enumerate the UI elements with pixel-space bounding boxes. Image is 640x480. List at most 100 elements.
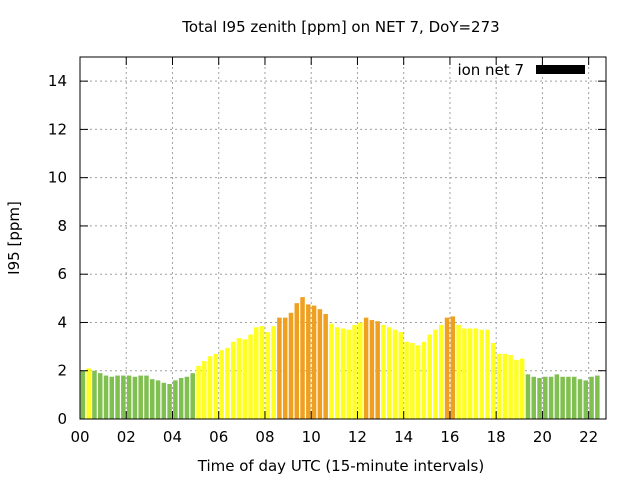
bar — [508, 355, 513, 419]
bar — [479, 329, 484, 419]
bar — [294, 303, 300, 419]
chart-title: Total I95 zenith [ppm] on NET 7, DoY=273 — [181, 18, 499, 36]
bar — [97, 373, 103, 419]
bar — [202, 361, 207, 419]
bar — [421, 341, 427, 419]
bar — [109, 376, 115, 419]
x-tick-label: 22 — [579, 428, 598, 446]
bar — [502, 353, 508, 419]
bar — [566, 376, 571, 419]
bar — [150, 379, 155, 419]
bar — [537, 377, 542, 419]
bar — [450, 316, 456, 419]
bar — [334, 327, 340, 419]
bar — [300, 297, 305, 419]
bar — [103, 375, 109, 419]
bar — [462, 328, 467, 419]
bar — [144, 375, 149, 419]
bar — [525, 374, 531, 419]
x-tick-label: 08 — [255, 428, 274, 446]
bar — [242, 339, 247, 419]
bar — [358, 322, 363, 419]
bar — [306, 304, 311, 419]
plot-frame — [79, 56, 607, 420]
bar — [369, 320, 375, 419]
bar — [352, 324, 357, 419]
bar — [560, 376, 565, 419]
bar — [589, 376, 594, 419]
bar — [381, 324, 386, 419]
y-tick-label: 8 — [57, 217, 67, 235]
bar — [161, 382, 167, 419]
bar — [398, 332, 404, 419]
bar — [340, 328, 346, 419]
y-tick-label: 6 — [57, 265, 67, 283]
x-tick-label: 12 — [348, 428, 367, 446]
bar — [219, 350, 224, 419]
x-tick-label: 00 — [70, 428, 89, 446]
bar — [404, 341, 409, 419]
bar — [329, 323, 334, 419]
bar — [496, 353, 502, 419]
bar — [265, 332, 271, 419]
legend-label: ion net 7 — [457, 61, 524, 79]
bar — [259, 326, 265, 419]
bar — [121, 375, 126, 419]
bar — [392, 329, 398, 419]
x-tick-label: 06 — [209, 428, 228, 446]
bar — [225, 347, 230, 419]
bar — [485, 329, 490, 419]
bar — [311, 305, 317, 419]
y-tick-label: 2 — [57, 362, 67, 380]
bar — [126, 375, 132, 419]
bar — [548, 376, 554, 419]
bar — [439, 324, 444, 419]
y-tick-label: 10 — [48, 169, 67, 187]
bar — [577, 379, 583, 419]
bar — [444, 317, 450, 419]
bar — [375, 321, 380, 419]
bar — [254, 327, 259, 419]
bars-layer — [80, 297, 600, 419]
bar — [543, 376, 548, 419]
bar — [115, 375, 120, 419]
bar — [230, 341, 236, 419]
bar — [514, 359, 519, 419]
bar — [213, 353, 219, 419]
legend-swatch — [536, 65, 585, 74]
bar — [433, 329, 438, 419]
bar — [282, 317, 288, 419]
bar — [277, 317, 282, 419]
bar — [190, 373, 195, 419]
bar — [178, 377, 184, 419]
bar — [271, 326, 276, 419]
bar — [346, 329, 352, 419]
bar — [236, 338, 242, 419]
bar — [80, 370, 86, 419]
bar — [248, 334, 253, 419]
bar — [427, 334, 432, 419]
bar — [132, 376, 138, 419]
x-tick-label: 04 — [163, 428, 182, 446]
bar — [323, 314, 328, 419]
x-tick-label: 16 — [440, 428, 459, 446]
bar — [595, 375, 600, 419]
bar — [317, 309, 323, 419]
y-tick-label: 12 — [48, 120, 67, 138]
bar — [583, 380, 589, 419]
bar — [531, 376, 536, 419]
bar — [167, 384, 172, 419]
bar — [196, 365, 201, 419]
bar — [467, 328, 473, 419]
y-tick-label: 0 — [57, 410, 67, 428]
bar — [92, 370, 97, 419]
grid-layer — [80, 57, 606, 419]
legend: ion net 7 — [457, 61, 585, 79]
bar — [288, 312, 294, 419]
bar — [571, 376, 577, 419]
bar — [138, 375, 143, 419]
x-tick-label: 18 — [487, 428, 506, 446]
